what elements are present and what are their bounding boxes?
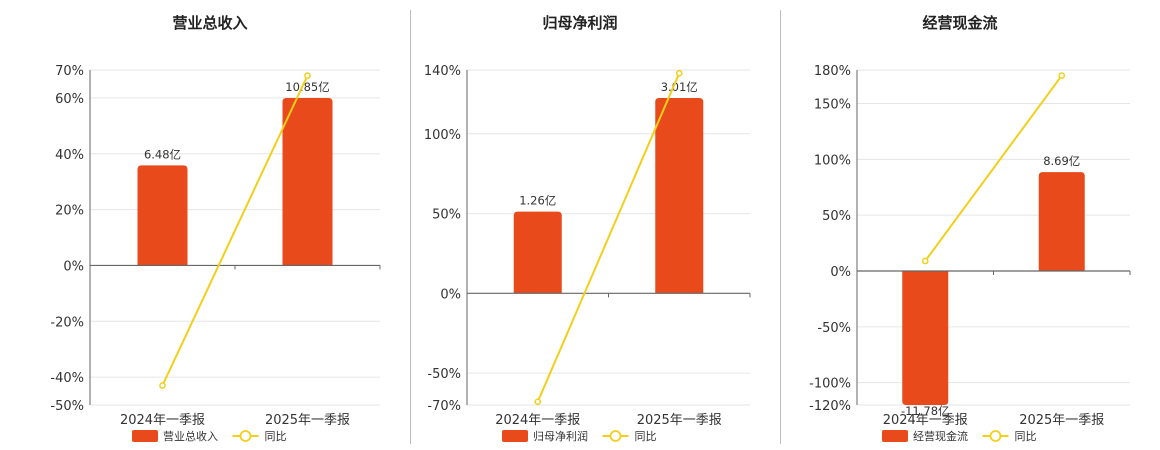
bar	[655, 98, 704, 294]
bar	[282, 98, 333, 266]
y-tick-label: 0%	[63, 259, 84, 274]
bar	[513, 211, 562, 294]
y-tick-label: 100%	[814, 153, 851, 168]
x-category-label: 2024年一季报	[495, 413, 580, 428]
bar-data-label: -11.78亿	[901, 404, 950, 418]
legend-bar-label: 营业总收入	[163, 429, 218, 443]
legend-bar-swatch	[132, 430, 158, 442]
bar-data-label: 10.85亿	[285, 80, 329, 94]
y-tick-label: 50%	[822, 209, 851, 224]
y-tick-label: 150%	[814, 98, 851, 113]
y-tick-label: -50%	[50, 399, 84, 414]
legend-line-label: 同比	[635, 430, 657, 443]
chart-title: 经营现金流	[922, 14, 997, 32]
bar	[1038, 172, 1085, 271]
panel-divider	[780, 10, 781, 444]
y-tick-label: 0%	[440, 287, 461, 302]
y-tick-label: 180%	[814, 64, 851, 79]
legend-line-label: 同比	[1015, 430, 1037, 443]
legend-bar-swatch	[502, 430, 528, 442]
yoy-point	[304, 72, 311, 79]
yoy-point	[921, 257, 929, 265]
y-tick-label: -50%	[817, 321, 851, 336]
legend-line-marker	[609, 430, 622, 442]
legend-line-label: 同比	[265, 430, 287, 443]
bar-data-label: 1.26亿	[519, 194, 556, 208]
y-tick-label: 0%	[830, 265, 851, 280]
chart-title: 营业总收入	[172, 14, 247, 32]
legend-line-marker	[239, 430, 252, 442]
y-tick-label: 140%	[424, 64, 461, 79]
yoy-line	[536, 72, 681, 403]
y-tick-label: 100%	[424, 128, 461, 143]
y-tick-label: -20%	[50, 315, 84, 330]
bar-data-label: 3.01亿	[661, 80, 698, 94]
y-tick-label: 50%	[432, 208, 461, 223]
y-tick-label: 60%	[55, 92, 84, 107]
chart-cash-flow: 经营现金流 180% 150% 100% 50% 0% -50% -100% -120% -11.…	[809, 14, 1131, 443]
bar-data-label: 8.69亿	[1043, 154, 1080, 168]
x-category-label: 2024年一季报	[120, 413, 205, 428]
x-category-label: 2025年一季报	[265, 413, 350, 428]
chart-net-profit: 归母净利润 140% 100% 50% 0% -50% -70% 1.26亿 3.01亿 2024…	[424, 14, 751, 443]
y-tick-label: 40%	[55, 148, 84, 163]
yoy-point	[159, 382, 166, 389]
x-category-label: 2025年一季报	[637, 413, 722, 428]
bar	[137, 165, 188, 266]
y-tick-label: 20%	[55, 204, 84, 219]
y-tick-label: -120%	[809, 399, 851, 414]
y-tick-label: -70%	[427, 399, 461, 414]
legend-bar-swatch	[882, 430, 908, 442]
bar-data-label: 6.48亿	[144, 147, 181, 161]
yoy-point	[1058, 72, 1066, 79]
yoy-line	[161, 75, 309, 386]
x-category-label: 2025年一季报	[1019, 413, 1104, 428]
yoy-point	[675, 69, 683, 77]
legend-line-marker	[989, 430, 1002, 442]
yoy-point	[534, 398, 542, 406]
legend-bar-label: 归母净利润	[533, 429, 588, 443]
legend-bar-label: 经营现金流	[913, 429, 968, 443]
y-tick-label: 70%	[55, 64, 84, 79]
y-tick-label: -50%	[427, 367, 461, 382]
chart-panel-revenue: 营业总收入 70% 60% 40% 20% 0% -20% -40% -50% 6.48亿 10.8…	[0, 0, 405, 450]
chart-panel-net-profit: 归母净利润 140% 100% 50% 0% -50% -70% 1.26亿 3.01亿 2024…	[411, 0, 779, 450]
y-tick-label: -100%	[809, 377, 851, 392]
panel-divider	[410, 10, 411, 444]
x-category-label: 2024年一季报	[883, 413, 968, 428]
y-tick-label: -40%	[50, 371, 84, 386]
chart-revenue: 营业总收入 70% 60% 40% 20% 0% -20% -40% -50% 6.48亿 10.8…	[50, 14, 381, 443]
chart-title: 归母净利润	[542, 14, 617, 32]
chart-panel-cash-flow: 经营现金流 180% 150% 100% 50% 0% -50% -100% -120% -11.…	[781, 0, 1160, 450]
bar	[902, 271, 949, 405]
yoy-line	[924, 74, 1063, 262]
